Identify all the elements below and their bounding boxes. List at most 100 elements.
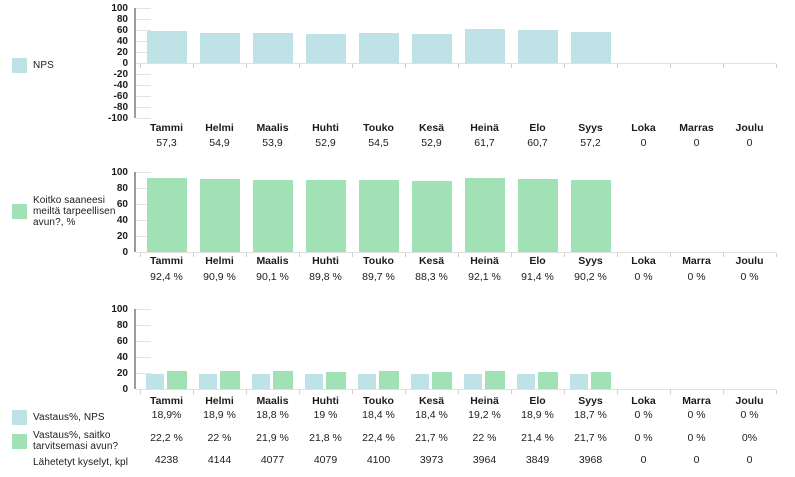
value-label: 3968	[578, 454, 603, 466]
bar-huhti	[305, 33, 346, 63]
y-tick-mark	[136, 356, 151, 358]
y-tick-mark	[136, 235, 151, 237]
x-axis-tick-mark	[723, 64, 724, 68]
value-label: 61,7	[474, 137, 495, 149]
vastaus-nps-legend-label: Vastaus%, NPS	[33, 412, 105, 423]
bar-heinä	[464, 29, 505, 63]
avun-saanti-legend-label: Koitko saaneesi meiltä tarpeellisen avun…	[33, 195, 116, 228]
y-tick-label: 60	[116, 24, 128, 36]
value-label: 4100	[366, 454, 391, 466]
value-label: 21,8 %	[309, 432, 342, 444]
x-axis-tick-mark	[140, 64, 141, 68]
bar-huhti	[305, 180, 346, 252]
month-label: Kesä	[418, 122, 445, 134]
y-tick-mark	[136, 171, 151, 173]
y-tick-mark	[136, 84, 151, 86]
value-label: 0	[746, 454, 753, 466]
y-tick-mark	[136, 187, 151, 189]
y-tick-label: -60	[113, 90, 128, 102]
value-label: 22 %	[472, 432, 497, 444]
y-tick-label: 80	[116, 182, 128, 194]
x-axis-tick-mark	[723, 390, 724, 394]
x-axis-tick-mark	[299, 253, 300, 257]
bar-kesä	[411, 33, 452, 63]
value-label: 52,9	[315, 137, 336, 149]
value-label: 0 %	[634, 432, 653, 444]
y-axis-line	[134, 172, 136, 252]
x-axis-tick-mark	[246, 253, 247, 257]
x-axis-tick-mark	[193, 64, 194, 68]
x-axis-tick-mark	[246, 390, 247, 394]
y-tick-label: -40	[113, 79, 128, 91]
bar-heinä	[485, 371, 505, 389]
x-axis-baseline	[136, 63, 776, 64]
y-tick-mark	[136, 219, 151, 221]
y-tick-label: 100	[111, 303, 128, 315]
bar-helmi	[199, 32, 240, 63]
bar-touko	[358, 374, 376, 389]
bar-touko	[358, 33, 399, 63]
bar-tammi	[146, 373, 164, 389]
value-label: 0 %	[634, 271, 653, 283]
month-label: Heinä	[470, 255, 499, 267]
y-tick-label: 100	[111, 166, 128, 178]
y-axis-line	[134, 309, 136, 389]
x-axis-tick-mark	[299, 390, 300, 394]
x-axis-tick-mark	[617, 390, 618, 394]
y-tick-mark	[136, 40, 151, 42]
x-axis-tick-mark	[193, 253, 194, 257]
x-axis-tick-mark	[776, 64, 777, 68]
month-label: Marra	[682, 255, 711, 267]
x-axis-tick-mark	[776, 390, 777, 394]
value-label: 22,4 %	[362, 432, 395, 444]
x-axis-tick-mark	[564, 253, 565, 257]
month-label: Kesä	[418, 395, 445, 407]
vastaus-nps-legend-swatch-icon	[12, 410, 27, 425]
x-axis-tick-mark	[246, 64, 247, 68]
value-label: 3849	[525, 454, 550, 466]
x-axis-tick-mark	[670, 64, 671, 68]
x-axis-tick-mark	[723, 253, 724, 257]
x-axis-tick-mark	[617, 253, 618, 257]
bar-elo	[517, 178, 558, 252]
value-label: 54,9	[209, 137, 230, 149]
value-label: 0 %	[740, 409, 759, 421]
value-label: 22,2 %	[150, 432, 183, 444]
value-label: 92,1 %	[468, 271, 501, 283]
month-label: Marra	[682, 395, 711, 407]
bar-elo	[517, 373, 535, 389]
x-axis-tick-mark	[458, 390, 459, 394]
value-label: 19 %	[313, 409, 338, 421]
bar-huhti	[326, 371, 346, 389]
x-axis-tick-mark	[511, 253, 512, 257]
month-label: Loka	[631, 255, 656, 267]
bar-elo	[517, 29, 558, 63]
bar-heinä	[464, 373, 482, 389]
y-tick-mark	[136, 308, 151, 310]
bar-kesä	[432, 371, 452, 389]
y-tick-label: 40	[116, 35, 128, 47]
vastaus-saitko-legend-label: Vastaus%, saitko tarvitsemasi avun?	[33, 430, 119, 452]
y-tick-mark	[136, 203, 151, 205]
bar-touko	[379, 371, 399, 389]
month-label: Tammi	[149, 255, 184, 267]
vastaus-saitko-legend-swatch-icon	[12, 433, 27, 449]
x-axis-tick-mark	[299, 64, 300, 68]
x-axis-tick-mark	[458, 64, 459, 68]
value-label: 57,3	[156, 137, 177, 149]
bar-maalis	[252, 373, 270, 389]
bar-touko	[358, 180, 399, 252]
bar-syys	[570, 374, 588, 389]
y-tick-mark	[136, 340, 151, 342]
x-axis-tick-mark	[352, 64, 353, 68]
value-label: 18,4 %	[362, 409, 395, 421]
y-tick-mark	[136, 7, 151, 9]
x-axis-tick-mark	[140, 253, 141, 257]
month-label: Loka	[631, 122, 656, 134]
legend-lahetetyt-kyselyt: Lähetetyt kyselyt, kpl	[33, 457, 128, 468]
value-label: 3964	[472, 454, 497, 466]
month-label: Huhti	[312, 395, 339, 407]
bar-huhti	[305, 373, 323, 389]
y-tick-label: -80	[113, 101, 128, 113]
